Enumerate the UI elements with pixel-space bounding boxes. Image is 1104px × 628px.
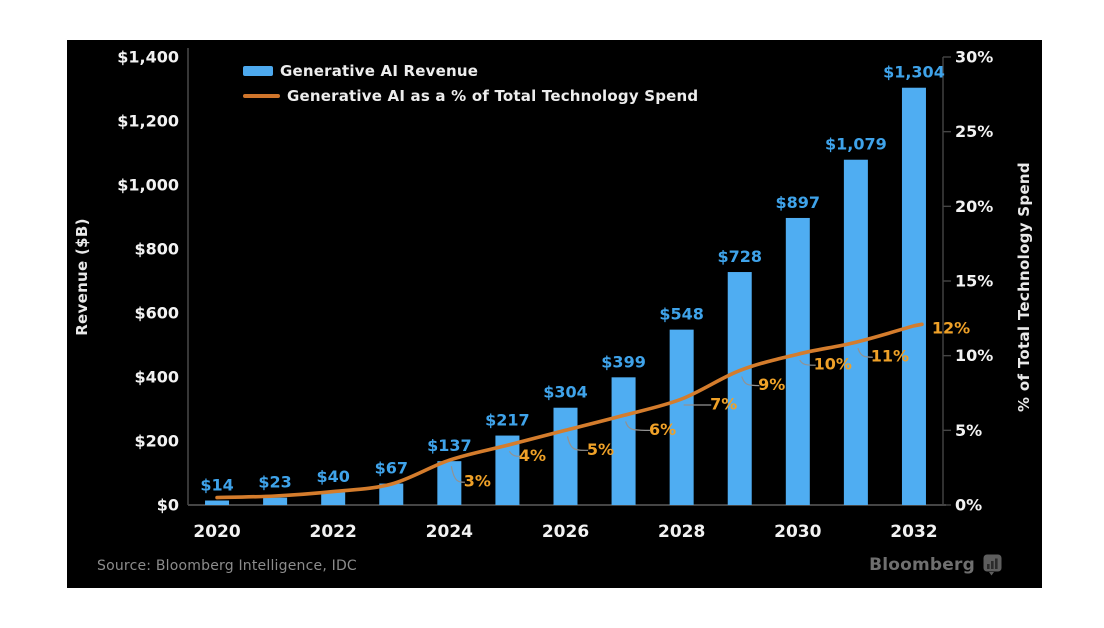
percent-line	[215, 322, 924, 500]
right-axis-title: % of Total Technology Spend	[1015, 162, 1033, 412]
pct-label-2025: 4%	[519, 446, 546, 465]
pct-label-2026: 5%	[587, 440, 614, 459]
bar-2023	[379, 483, 404, 505]
left-tick-label-$400: $400	[134, 368, 179, 387]
x-tick-label-2032: 2032	[890, 522, 937, 542]
bar-value-label-2028: $548	[659, 305, 704, 324]
bar-value-label-2021: $23	[258, 473, 291, 492]
pct-label-2024: 3%	[464, 472, 491, 491]
left-tick-label-$1,200: $1,200	[117, 112, 179, 131]
legend-label-percent: Generative AI as a % of Total Technology…	[287, 87, 699, 105]
bar-2022	[321, 492, 346, 505]
left-tick-label-$200: $200	[134, 432, 179, 451]
bar-value-label-2023: $67	[375, 459, 408, 478]
legend-item-percent: Generative AI as a % of Total Technology…	[243, 87, 698, 105]
bar-2024	[437, 461, 462, 505]
pct-label-2030: 10%	[814, 355, 852, 374]
pct-leader-2025	[508, 450, 521, 457]
right-tick-label-0%: 0%	[955, 496, 982, 515]
pct-label-2028: 7%	[710, 394, 737, 413]
left-tick-label-$0: $0	[157, 496, 179, 515]
left-tick-label-$1,400: $1,400	[117, 48, 179, 67]
pct-label-2032: 12%	[932, 318, 970, 337]
right-tick-label-15%: 15%	[955, 272, 993, 291]
bar-value-label-2031: $1,079	[825, 135, 887, 154]
plot-area: $0 $200 $400 $600 $800 $1,000 $1,200 $1,400 0% 5%…	[117, 48, 993, 543]
right-tick-label-10%: 10%	[955, 346, 993, 365]
bar-value-label-2020: $14	[200, 476, 233, 495]
bar-value-label-2022: $40	[316, 467, 349, 486]
bloomberg-wordmark: Bloomberg	[869, 555, 975, 575]
pct-leader-2024	[450, 466, 465, 483]
bar-value-label-2030: $897	[776, 193, 821, 212]
pct-label-2027: 6%	[649, 420, 676, 439]
right-tick-label-5%: 5%	[955, 421, 982, 440]
legend-line-swatch-icon	[243, 94, 280, 98]
x-tick-label-2020: 2020	[193, 522, 240, 542]
bar-2027	[611, 377, 636, 505]
right-tick-label-25%: 25%	[955, 122, 993, 141]
bar-value-label-2026: $304	[543, 383, 588, 402]
bar-2030	[785, 217, 810, 505]
legend-bar-swatch-icon	[243, 66, 273, 76]
bar-value-label-2027: $399	[601, 352, 646, 371]
bar-value-label-2025: $217	[485, 411, 530, 430]
pct-leader-2029	[741, 376, 760, 387]
bar-2020	[205, 500, 230, 505]
bar-chart-badge-icon	[983, 554, 1002, 576]
x-tick-label-2022: 2022	[310, 522, 357, 542]
bar-2029	[727, 272, 752, 505]
left-tick-label-$600: $600	[134, 304, 179, 323]
pct-leader-2027	[625, 421, 651, 431]
bar-value-label-2029: $728	[717, 247, 762, 266]
bar-2026	[553, 407, 578, 505]
right-tick-label-30%: 30%	[955, 48, 993, 67]
right-tick-label-20%: 20%	[955, 197, 993, 216]
bar-value-label-2024: $137	[427, 436, 472, 455]
x-tick-label-2028: 2028	[658, 522, 705, 542]
left-tick-label-$800: $800	[134, 240, 179, 259]
pct-leader-2030	[799, 359, 816, 366]
x-tick-label-2030: 2030	[774, 522, 821, 542]
bar-2028	[669, 329, 694, 505]
pct-leader-2026	[566, 436, 589, 451]
pct-leader-2031	[857, 348, 873, 358]
x-tick-label-2026: 2026	[542, 522, 589, 542]
bloomberg-logo: Bloomberg	[869, 554, 1002, 576]
bar-value-label-2032: $1,304	[883, 63, 945, 82]
left-axis-title: Revenue ($B)	[73, 218, 91, 336]
legend-label-revenue: Generative AI Revenue	[280, 62, 479, 80]
bar-2021	[263, 497, 288, 505]
pct-label-2029: 9%	[758, 375, 785, 394]
bar-2032	[901, 87, 926, 505]
x-tick-label-2024: 2024	[426, 522, 473, 542]
left-tick-label-$1,000: $1,000	[117, 176, 179, 195]
legend: Generative AI Revenue Generative AI as a…	[243, 62, 698, 105]
pct-label-2031: 11%	[871, 347, 909, 366]
legend-item-revenue: Generative AI Revenue	[243, 62, 698, 80]
chart-panel: $0 $200 $400 $600 $800 $1,000 $1,200 $1,400 0% 5%…	[67, 40, 1042, 588]
bar-2031	[843, 159, 868, 505]
source-attribution: Source: Bloomberg Intelligence, IDC	[97, 558, 357, 574]
